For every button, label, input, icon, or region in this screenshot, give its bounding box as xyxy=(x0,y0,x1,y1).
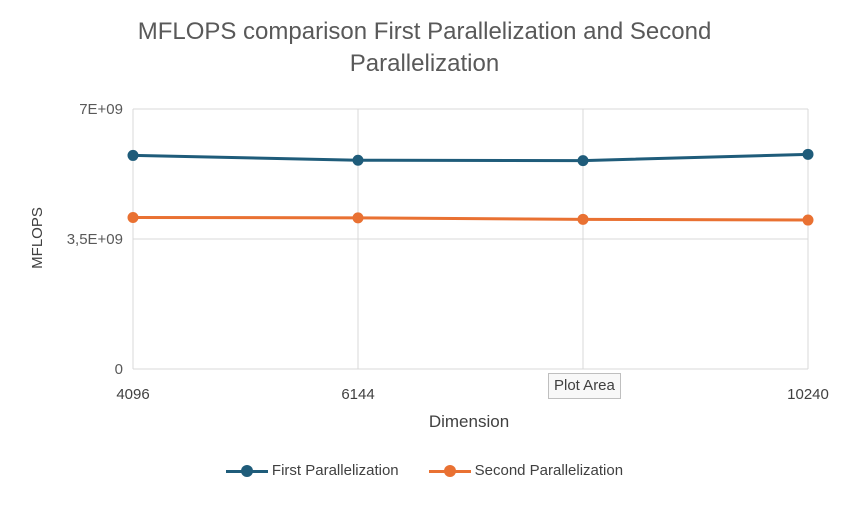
plot-area-tooltip: Plot Area xyxy=(548,373,621,399)
data-point-series-2[interactable] xyxy=(127,211,139,223)
legend-swatch-first xyxy=(225,464,268,478)
x-tick-label: 10240 xyxy=(787,386,829,403)
chart-title-line-2: Parallelization xyxy=(349,50,500,77)
y-tick-label: 7E+09 xyxy=(79,101,123,118)
chart-title-line-1: MFLOPS comparison First Parallelization … xyxy=(137,18,712,45)
legend-dot-first xyxy=(240,464,253,477)
data-point-series-1[interactable] xyxy=(577,155,589,167)
y-tick-label: 3,5E+09 xyxy=(67,231,123,248)
x-tick-labels: 4096 6144 10240 xyxy=(116,386,829,403)
chart-title: MFLOPS comparison First Parallelization … xyxy=(0,16,849,80)
legend-dot-second xyxy=(443,464,456,477)
data-point-series-2[interactable] xyxy=(802,214,814,226)
x-axis-label: Dimension xyxy=(429,412,509,431)
y-tick-labels: 0 3,5E+09 7E+09 xyxy=(67,101,123,378)
legend-swatch-second xyxy=(428,464,471,478)
x-tick-label: 4096 xyxy=(116,386,149,403)
legend-label-second: Second Parallelization xyxy=(474,462,624,479)
y-axis-label: MFLOPS xyxy=(29,207,46,269)
gridlines xyxy=(132,108,809,370)
data-point-series-1[interactable] xyxy=(802,148,814,160)
legend: First Parallelization Second Paralleliza… xyxy=(0,462,849,479)
data-point-series-2[interactable] xyxy=(352,212,364,224)
x-tick-label: 6144 xyxy=(341,386,374,403)
legend-item-first[interactable]: First Parallelization xyxy=(225,462,399,479)
y-tick-label: 0 xyxy=(115,361,123,378)
legend-label-first: First Parallelization xyxy=(271,462,399,479)
data-point-series-2[interactable] xyxy=(577,213,589,225)
data-point-series-1[interactable] xyxy=(352,154,364,166)
series-line-1[interactable] xyxy=(132,152,809,163)
series-line-2[interactable] xyxy=(132,215,809,222)
data-point-series-1[interactable] xyxy=(127,149,139,161)
legend-item-second[interactable]: Second Parallelization xyxy=(428,462,624,479)
series-layer xyxy=(127,148,814,226)
